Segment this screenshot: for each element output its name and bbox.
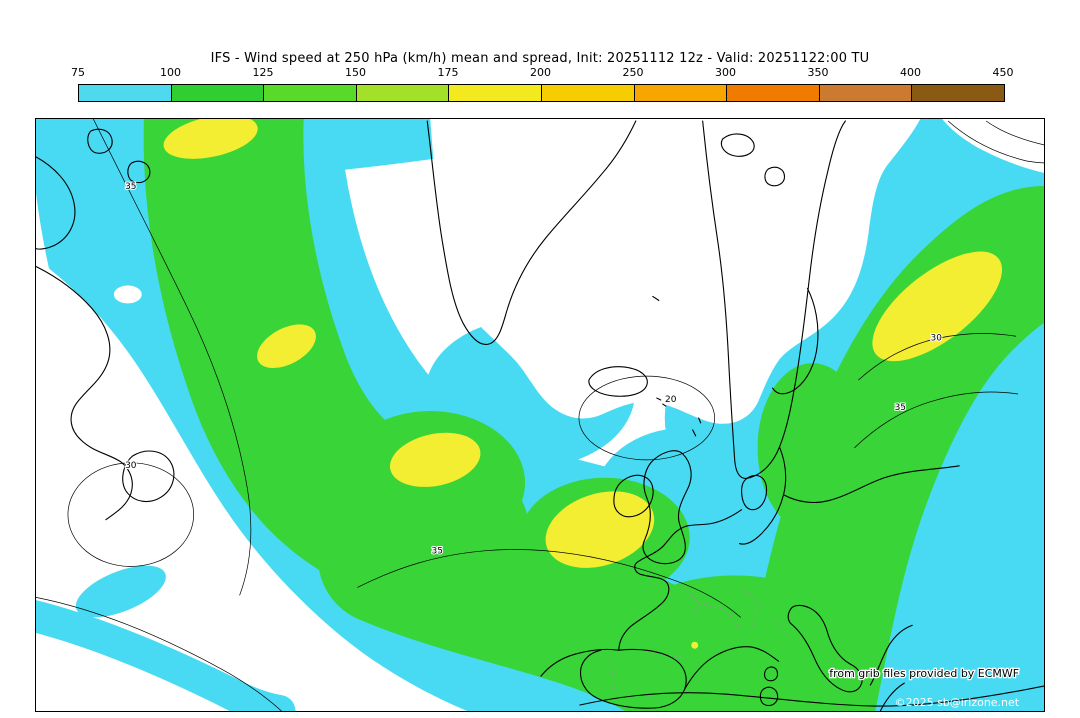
colorbar-segment bbox=[355, 85, 449, 101]
colorbar-tick-label: 400 bbox=[900, 66, 921, 79]
colorbar-segment bbox=[540, 85, 634, 101]
colorbar-segment bbox=[911, 85, 1004, 101]
yellow-cores bbox=[163, 119, 1003, 649]
colorbar bbox=[78, 84, 1005, 102]
colorbar-tick-label: 175 bbox=[437, 66, 459, 79]
colorbar-tick-label: 350 bbox=[807, 66, 829, 79]
colorbar-segment bbox=[726, 85, 819, 101]
colorbar-segment bbox=[170, 85, 264, 101]
colorbar-tick-label: 125 bbox=[252, 66, 274, 79]
colorbar-tick-label: 450 bbox=[992, 66, 1014, 79]
coastlines bbox=[36, 120, 1044, 711]
contour-label: 20 bbox=[665, 395, 677, 405]
colorbar-segment bbox=[818, 85, 912, 101]
credit-copyright-text: ©2025 sb@irizone.net bbox=[895, 696, 1020, 709]
colorbar-segment bbox=[633, 85, 727, 101]
contour-label: 35 bbox=[125, 182, 136, 192]
colorbar-tick-label: 300 bbox=[715, 66, 736, 79]
colorbar-segment bbox=[263, 85, 356, 101]
map-frame: 35 30 35 35 30 20 from grib files provid… bbox=[35, 118, 1045, 712]
chart-title: IFS - Wind speed at 250 hPa (km/h) mean … bbox=[210, 51, 870, 66]
contour-label: 35 bbox=[431, 547, 442, 557]
colorbar-tick-label: 100 bbox=[160, 66, 181, 79]
colorbar-tick-label: 150 bbox=[345, 66, 366, 79]
colorbar-tick-label: 250 bbox=[622, 66, 644, 79]
contour-label: 35 bbox=[895, 403, 906, 413]
country-borders bbox=[610, 585, 787, 692]
colorbar-ticks: 75 100 125 150 175 200 250 300 350 400 450 bbox=[71, 66, 1014, 80]
cyan-streaks bbox=[36, 565, 296, 711]
credit-source-text: from grib files provided by ECMWF bbox=[829, 667, 1019, 680]
colorbar-tick-label: 75 bbox=[71, 66, 85, 79]
colorbar-tick-label: 200 bbox=[530, 66, 551, 79]
contour-label: 30 bbox=[930, 333, 942, 343]
colorbar-segment bbox=[79, 85, 171, 101]
colorbar-segment bbox=[448, 85, 541, 101]
contour-labels: 35 30 35 35 30 20 bbox=[124, 181, 943, 558]
spread-contours bbox=[36, 119, 1044, 711]
weather-map: 35 30 35 35 30 20 from grib files provid… bbox=[36, 119, 1044, 711]
contour-label: 30 bbox=[125, 461, 137, 471]
